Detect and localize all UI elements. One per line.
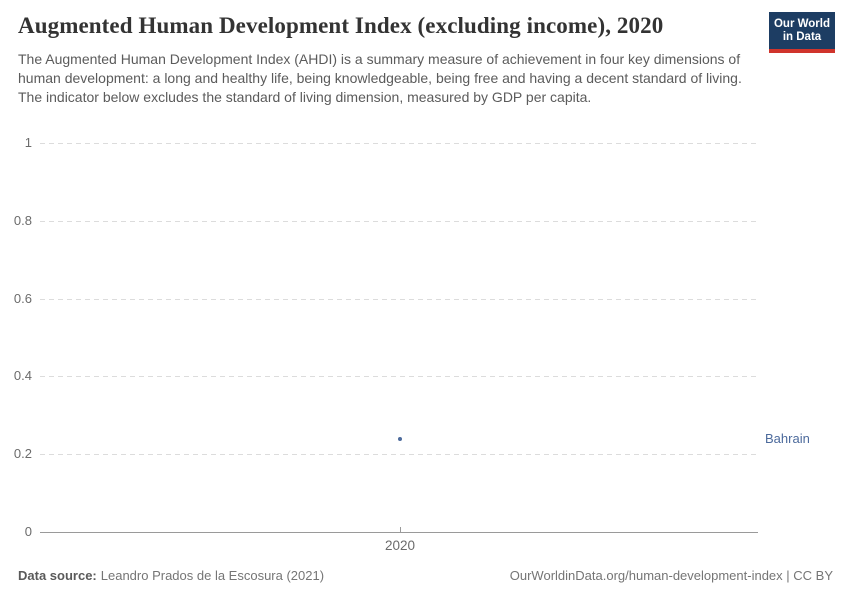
x-tick-label: 2020 <box>384 538 416 553</box>
data-point[interactable] <box>398 436 402 441</box>
y-gridline <box>40 220 758 222</box>
source-label: Data source: <box>18 568 97 583</box>
owid-logo-line2: in Data <box>782 31 822 43</box>
source-value: Leandro Prados de la Escosura (2021) <box>100 568 325 583</box>
y-tick-label: 0 <box>24 524 32 539</box>
footer-source: Data source: Leandro Prados de la Escosur… <box>18 568 324 583</box>
y-gridline <box>40 143 758 144</box>
y-tick-label: 0.4 <box>13 368 32 384</box>
y-gridline <box>40 376 758 378</box>
chart-subtitle: The Augmented Human Development Index (A… <box>18 51 742 105</box>
y-gridline <box>40 454 758 456</box>
y-tick-label: 0.2 <box>13 446 32 462</box>
entity-label[interactable]: Bahrain <box>765 430 810 446</box>
y-tick-label: 1 <box>24 135 32 150</box>
x-axis-line <box>40 532 758 533</box>
x-tick-mark <box>400 527 401 532</box>
owid-logo-line1: Our World <box>773 18 830 30</box>
chart-title: Augmented Human Development Index (exclu… <box>18 13 664 38</box>
y-tick-label: 0.8 <box>13 212 32 228</box>
y-tick-label: 0.6 <box>13 290 32 306</box>
y-gridline <box>40 298 758 300</box>
owid-logo[interactable]: Our World in Data <box>769 12 835 53</box>
footer-attribution-link[interactable]: OurWorldinData.org/human-development-ind… <box>509 568 833 583</box>
